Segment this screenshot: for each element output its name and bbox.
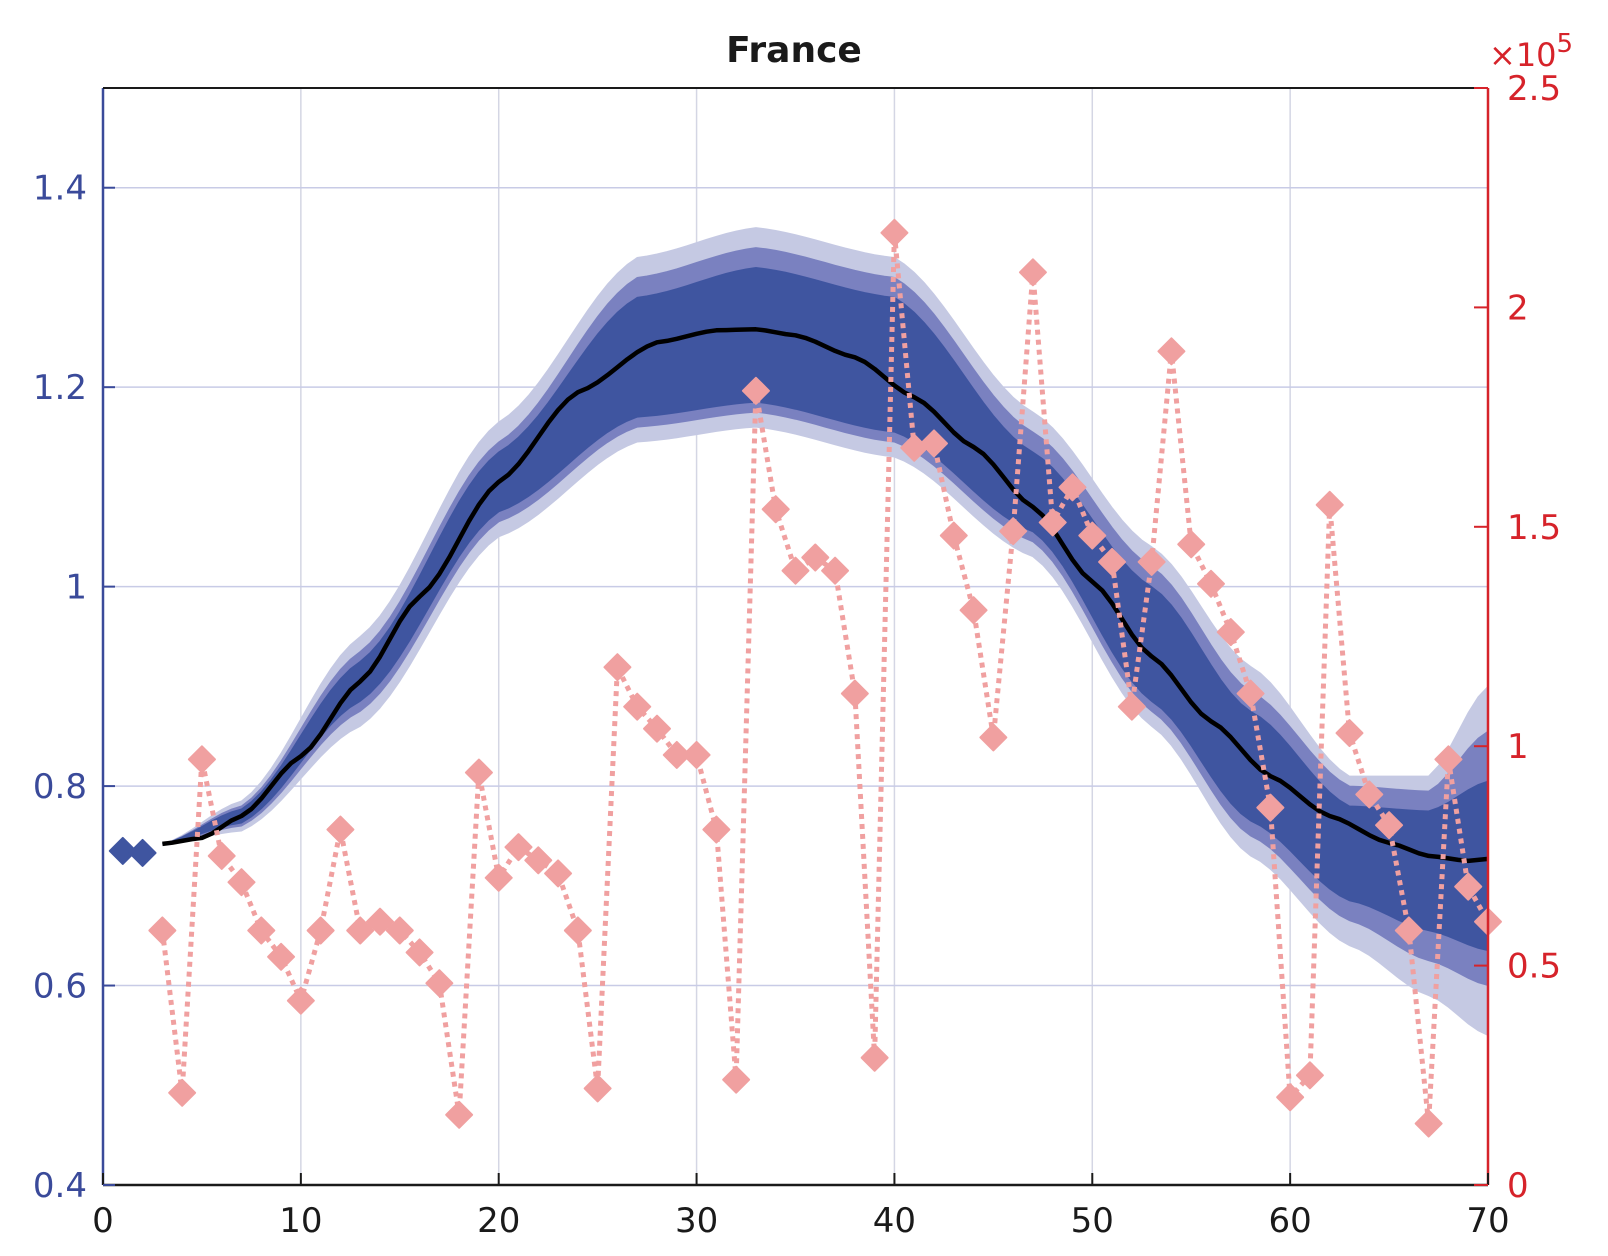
cases-point (1236, 679, 1265, 708)
cases-point (504, 833, 533, 862)
cases-point (326, 815, 355, 844)
y2-tick-label: 1.5 (1507, 508, 1561, 548)
cases-point (880, 218, 909, 247)
cases-point (1375, 811, 1404, 840)
cases-point (1414, 1109, 1443, 1138)
cases-point (187, 745, 216, 774)
cases-point (346, 916, 375, 945)
y-tick-label: 1.4 (33, 169, 87, 209)
daily-cases-series (148, 218, 1502, 1138)
cases-point (939, 521, 968, 550)
cases-point (920, 429, 948, 458)
cases-point (1058, 473, 1087, 502)
cases-point (148, 916, 177, 945)
cases-point (1137, 547, 1166, 576)
mean-line (162, 327, 1489, 864)
cases-point (821, 556, 850, 585)
cases-point (1335, 719, 1364, 748)
cases-point (1454, 872, 1483, 901)
cases-point (207, 841, 236, 870)
x-tick-label: 20 (477, 1201, 520, 1241)
cases-point (1256, 793, 1285, 822)
y-tick-label: 1.2 (33, 368, 87, 408)
x-tick-label: 0 (92, 1201, 114, 1241)
cases-point (425, 969, 454, 998)
cases-point (1098, 547, 1127, 576)
cases-point (1157, 337, 1186, 366)
cases-point (662, 740, 691, 769)
cases-point (484, 863, 513, 892)
cases-point (702, 815, 731, 844)
cases-point (722, 1065, 751, 1094)
cases-point (959, 596, 988, 625)
y-tick-label: 1 (65, 568, 87, 608)
cases-point (1177, 530, 1206, 559)
chart-title: France (726, 30, 862, 71)
cases-point (1197, 569, 1225, 598)
cases-point (544, 859, 573, 888)
cases-point (623, 692, 652, 721)
cases-point (1038, 508, 1067, 537)
cases-point (761, 495, 790, 524)
cases-line (159, 232, 1491, 1124)
cases-point (860, 1043, 889, 1072)
y2-tick-label: 2 (1507, 288, 1529, 328)
y2-tick-label: 2.5 (1507, 69, 1561, 109)
band-inner (162, 266, 1489, 952)
y-tick-label: 0.6 (33, 967, 87, 1007)
cases-point (168, 1078, 197, 1107)
cases-point (999, 517, 1028, 546)
cases-point (1315, 490, 1344, 519)
observed-point (128, 838, 157, 867)
cases-point (1355, 780, 1384, 809)
cases-point (227, 868, 256, 897)
cases-point (524, 846, 553, 875)
observed-point (108, 836, 137, 865)
cases-point (445, 1100, 474, 1129)
cases-point (840, 679, 869, 708)
cases-point (1117, 692, 1146, 721)
cases-point (1276, 1083, 1305, 1112)
cases-point (1434, 745, 1463, 774)
cases-point (563, 916, 592, 945)
x-tick-label: 70 (1466, 1201, 1509, 1241)
y2-tick-label: 0 (1507, 1166, 1529, 1206)
cases-point (583, 1074, 612, 1103)
axes: 0 10 20 30 40 50 60 70 0.4 0.6 0.8 1 1.2 1.4 0 0.5 1 1.5 2… (33, 69, 1561, 1241)
x-tick-label: 40 (873, 1201, 916, 1241)
cases-point (1216, 618, 1245, 647)
cases-point (1018, 258, 1047, 287)
cases-point (1295, 1061, 1324, 1090)
x-tick-label: 50 (1071, 1201, 1114, 1241)
cases-point (464, 758, 493, 787)
cases-point (781, 556, 810, 585)
cases-point (247, 916, 276, 945)
cases-point (682, 740, 711, 769)
x-tick-label: 30 (675, 1201, 718, 1241)
cases-point (405, 938, 434, 967)
x-tick-label: 60 (1269, 1201, 1312, 1241)
cases-point (1394, 916, 1423, 945)
observed-points (108, 836, 157, 867)
cases-point (741, 376, 770, 405)
x-tick-label: 10 (279, 1201, 322, 1241)
cases-point (267, 942, 296, 971)
cases-point (603, 653, 632, 682)
cases-point (286, 986, 315, 1015)
cases-point (306, 916, 335, 945)
cases-point (801, 543, 830, 572)
mean-line-group (162, 327, 1489, 864)
cases-point (979, 723, 1008, 752)
y2-exponent-label: ×105 (1489, 29, 1573, 74)
y-tick-label: 0.4 (33, 1166, 87, 1206)
cases-point (366, 907, 394, 936)
cases-point (385, 916, 414, 945)
cases-point (643, 714, 671, 743)
y2-tick-label: 1 (1507, 727, 1529, 767)
cases-point (1078, 521, 1107, 550)
y2-tick-label: 0.5 (1507, 947, 1561, 987)
y-tick-label: 0.8 (33, 767, 87, 807)
